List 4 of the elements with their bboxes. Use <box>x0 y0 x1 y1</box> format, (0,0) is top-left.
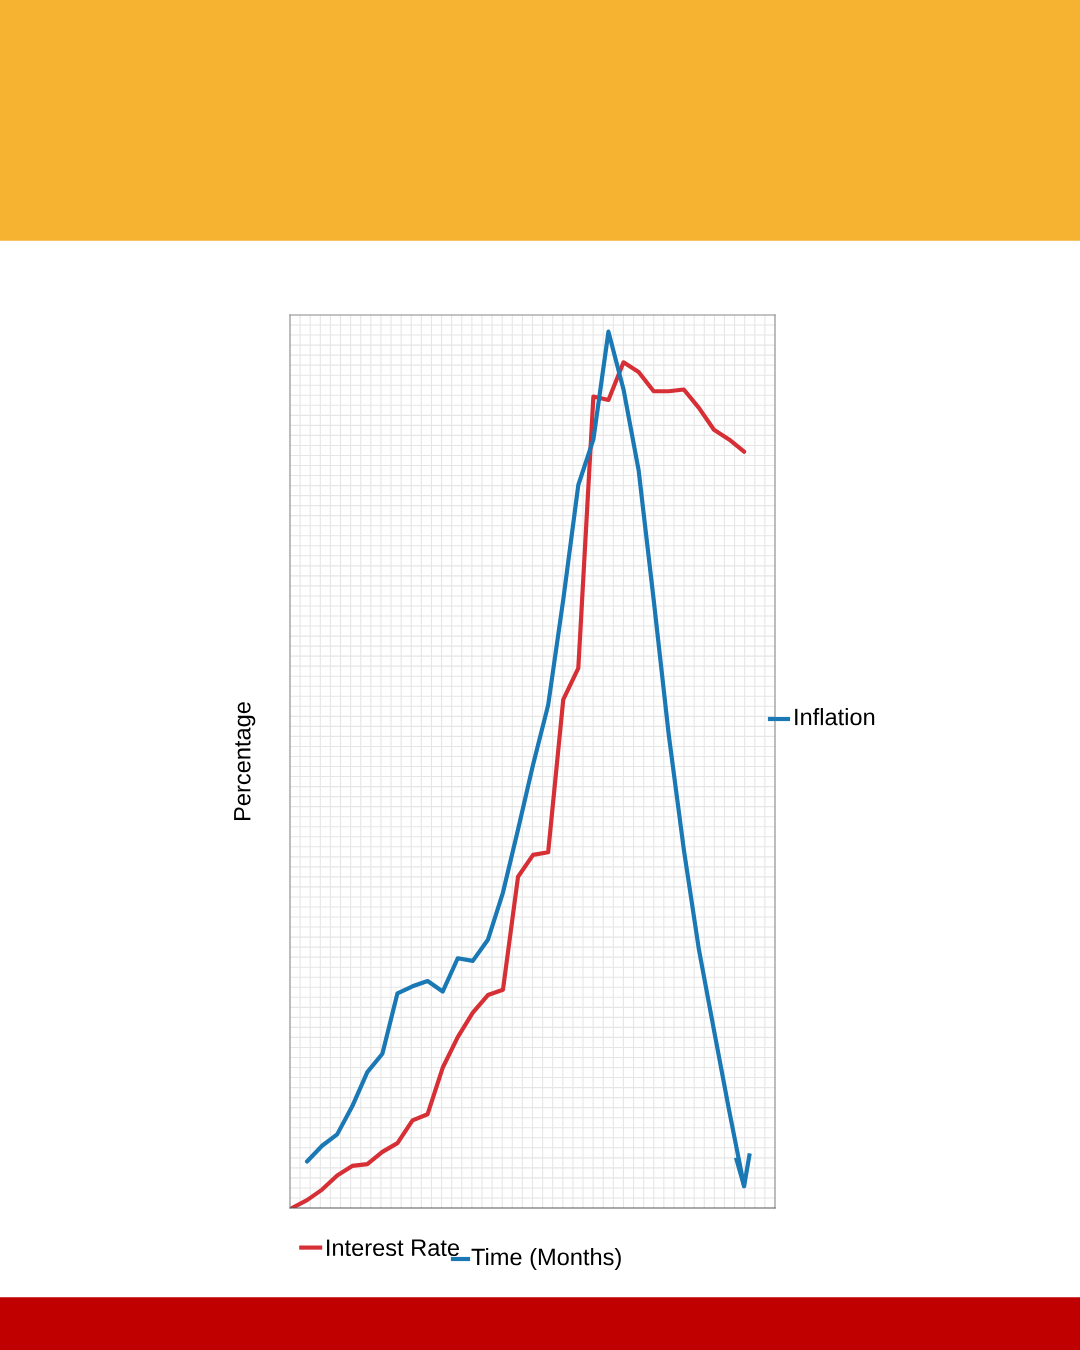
y-axis-title: Percentage <box>234 702 256 820</box>
x-axis-title: Time (Months) <box>471 1247 621 1270</box>
legend-label: Inflation <box>795 707 875 726</box>
legend-label: Interest Rate <box>327 1239 459 1257</box>
